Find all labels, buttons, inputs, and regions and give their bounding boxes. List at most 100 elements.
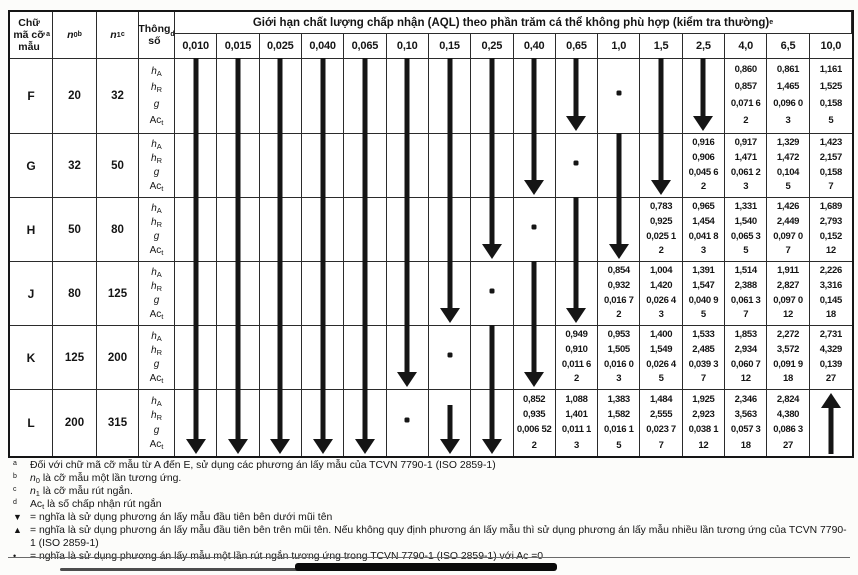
arrow-shaft bbox=[658, 58, 664, 134]
value-g: 0,065 3 bbox=[730, 230, 761, 242]
value-hA: 1,004 bbox=[649, 265, 673, 277]
down-arrow-icon bbox=[397, 372, 418, 387]
value-hR: 4,380 bbox=[776, 409, 800, 421]
value-hR: 2,157 bbox=[819, 151, 843, 163]
cell-J-0-040 bbox=[301, 261, 345, 326]
arrow-shaft bbox=[193, 58, 199, 134]
aql-col-7: 0,25 bbox=[471, 34, 514, 59]
cell-H-10-0: 1,689 2,793 0,152 12 bbox=[809, 198, 852, 262]
cell-G-4-0: 0,917 1,471 0,061 2 3 bbox=[725, 134, 768, 198]
arrow-shaft bbox=[447, 197, 453, 262]
footnote-marker-4: ▼ bbox=[13, 512, 22, 522]
value-g: 0,025 1 bbox=[646, 230, 676, 242]
down-arrow-icon bbox=[566, 308, 587, 323]
down-arrow-shaft bbox=[531, 325, 537, 375]
arrow-shaft bbox=[320, 261, 326, 326]
arrow-shaft bbox=[320, 58, 326, 134]
arrow-shaft bbox=[404, 261, 410, 326]
value-hA: 1,383 bbox=[607, 393, 631, 405]
value-hA: 2,226 bbox=[819, 265, 843, 277]
param-label-hA: hA bbox=[151, 139, 162, 151]
value-hR: 2,923 bbox=[692, 409, 715, 421]
header-parameter: Thông số d bbox=[138, 12, 175, 59]
value-g: 0,016 1 bbox=[603, 424, 634, 436]
cell-L-0-010 bbox=[175, 389, 218, 456]
value-g: 0,061 2 bbox=[730, 166, 761, 178]
cell-L-4-0: 2,346 3,563 0,057 3 18 bbox=[725, 390, 768, 456]
value-hA: 0,949 bbox=[565, 329, 588, 341]
footnote-5: ▲ = nghĩa là sử dụng phương án lấy mẫu đầ… bbox=[12, 524, 848, 550]
value-hA: 1,161 bbox=[819, 64, 843, 76]
cell-H-6-5: 1,426 2,449 0,097 0 7 bbox=[767, 198, 810, 262]
down-arrow-shaft bbox=[447, 404, 453, 442]
value-hR: 2,934 bbox=[734, 343, 758, 355]
cell-J-2-5: 1,391 1,547 0,040 9 5 bbox=[682, 262, 726, 326]
cell-J-0-40 bbox=[513, 261, 556, 326]
arrow-shaft bbox=[404, 197, 410, 262]
arrow-shaft bbox=[489, 58, 495, 134]
value-Act: 7 bbox=[658, 439, 664, 451]
arrow-shaft bbox=[362, 325, 368, 390]
value-hR: 0,925 bbox=[649, 215, 673, 227]
cell-F-0-040 bbox=[301, 58, 345, 134]
cell-H-0-010 bbox=[175, 197, 218, 262]
row-G-n1: 50 bbox=[97, 134, 139, 198]
value-hA: 0,953 bbox=[607, 329, 631, 341]
down-arrow-shaft bbox=[531, 133, 537, 183]
row-F-n0: 20 bbox=[53, 59, 97, 134]
down-arrow-shaft bbox=[658, 133, 664, 183]
down-arrow-shaft bbox=[362, 389, 368, 442]
param-label-Act: Act bbox=[149, 373, 164, 385]
value-hA: 1,484 bbox=[649, 393, 673, 405]
aql-col-6: 0,15 bbox=[428, 34, 472, 59]
value-hA: 0,783 bbox=[649, 201, 673, 213]
param-label-Act: Act bbox=[149, 114, 164, 127]
scan-artifact-faint bbox=[60, 568, 300, 571]
footnote-0: a Đối với chữ mã cỡ mẫu từ A đến E, sử dụ… bbox=[12, 459, 848, 472]
cell-F-4-0: 0,860 0,857 0,071 6 2 bbox=[725, 59, 768, 134]
value-hA: 1,400 bbox=[649, 329, 673, 341]
value-Act: 3 bbox=[700, 245, 706, 257]
arrow-shaft bbox=[573, 197, 579, 262]
value-Act: 5 bbox=[828, 115, 834, 127]
value-hR: 2,449 bbox=[776, 215, 800, 227]
value-hA: 1,533 bbox=[692, 329, 715, 341]
down-arrow-icon bbox=[651, 180, 672, 195]
value-Act: 2 bbox=[531, 439, 537, 451]
cell-K-1-0: 0,953 1,505 0,016 0 3 bbox=[598, 326, 641, 390]
down-arrow-icon bbox=[481, 439, 502, 454]
cell-H-4-0: 1,331 1,540 0,065 3 5 bbox=[725, 198, 768, 262]
value-Act: 18 bbox=[825, 309, 836, 321]
footnote-text-5: = nghĩa là sử dụng phương án lấy mẫu đầu… bbox=[30, 525, 847, 549]
arrow-shaft bbox=[235, 325, 241, 390]
cell-G-1-0 bbox=[598, 133, 641, 198]
down-arrow-icon bbox=[481, 244, 502, 259]
cell-G-0-065 bbox=[344, 133, 387, 198]
row-H-n1: 80 bbox=[97, 198, 139, 262]
down-arrow-icon bbox=[566, 116, 587, 131]
arrow-shaft bbox=[362, 133, 368, 198]
value-Act: 3 bbox=[616, 373, 622, 385]
aql-col-15: 10,0 bbox=[809, 34, 852, 59]
value-g: 0,057 3 bbox=[730, 424, 761, 436]
cell-L-0-40: 0,852 0,935 0,006 52 2 bbox=[514, 390, 556, 456]
value-Act: 2 bbox=[700, 181, 706, 193]
value-hR: 1,582 bbox=[607, 409, 631, 421]
value-g: 0,040 9 bbox=[688, 294, 719, 306]
cell-K-0-15 bbox=[428, 326, 472, 390]
footnote-text-3: Act là số chấp nhận rút ngắn bbox=[30, 499, 162, 511]
value-Act: 5 bbox=[700, 309, 706, 321]
footnote-2: c n1 là cỡ mẫu rút ngắn. bbox=[12, 485, 848, 498]
cell-K-0-65: 0,949 0,910 0,011 6 2 bbox=[555, 326, 599, 390]
value-g: 0,023 7 bbox=[646, 424, 676, 436]
cell-F-0-15 bbox=[428, 58, 472, 134]
arrow-shaft bbox=[489, 325, 495, 390]
down-arrow-icon bbox=[524, 180, 545, 195]
value-Act: 7 bbox=[785, 245, 791, 257]
value-hR: 1,549 bbox=[649, 343, 673, 355]
up-arrow-shaft bbox=[828, 406, 834, 454]
arrow-shaft bbox=[193, 261, 199, 326]
arrow-shaft bbox=[235, 133, 241, 198]
cell-K-0-015 bbox=[217, 325, 260, 390]
footnotes: a Đối với chữ mã cỡ mẫu từ A đến E, sử dụ… bbox=[12, 459, 848, 563]
